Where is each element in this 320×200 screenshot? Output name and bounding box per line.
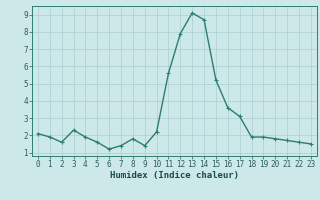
X-axis label: Humidex (Indice chaleur): Humidex (Indice chaleur)	[110, 171, 239, 180]
